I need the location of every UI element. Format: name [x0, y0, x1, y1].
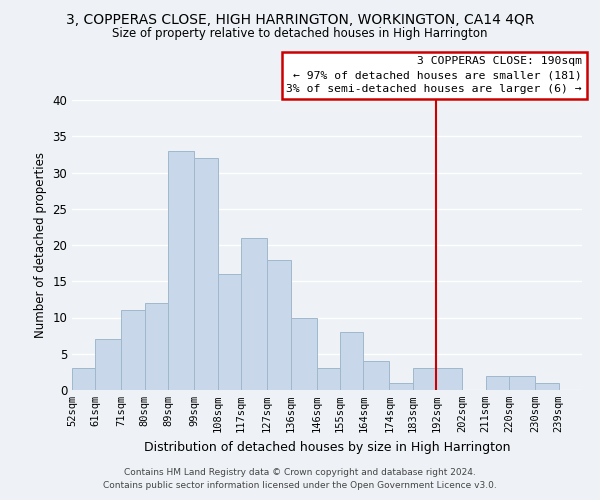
Bar — [486, 376, 509, 390]
Bar — [218, 274, 241, 390]
Bar — [340, 332, 364, 390]
Bar — [145, 303, 168, 390]
Bar — [317, 368, 340, 390]
X-axis label: Distribution of detached houses by size in High Harrington: Distribution of detached houses by size … — [144, 440, 510, 454]
Bar — [95, 339, 121, 390]
Bar — [413, 368, 436, 390]
Bar — [168, 151, 194, 390]
Bar — [389, 383, 413, 390]
Bar — [72, 368, 95, 390]
Bar — [509, 376, 535, 390]
Text: Size of property relative to detached houses in High Harrington: Size of property relative to detached ho… — [112, 28, 488, 40]
Text: 3, COPPERAS CLOSE, HIGH HARRINGTON, WORKINGTON, CA14 4QR: 3, COPPERAS CLOSE, HIGH HARRINGTON, WORK… — [66, 12, 534, 26]
Bar — [290, 318, 317, 390]
Bar — [194, 158, 218, 390]
Text: Contains HM Land Registry data © Crown copyright and database right 2024.
Contai: Contains HM Land Registry data © Crown c… — [103, 468, 497, 490]
Bar — [241, 238, 267, 390]
Bar — [267, 260, 290, 390]
Bar — [121, 310, 145, 390]
Bar — [535, 383, 559, 390]
Y-axis label: Number of detached properties: Number of detached properties — [34, 152, 47, 338]
Bar — [364, 361, 389, 390]
Bar — [436, 368, 463, 390]
Text: 3 COPPERAS CLOSE: 190sqm
← 97% of detached houses are smaller (181)
3% of semi-d: 3 COPPERAS CLOSE: 190sqm ← 97% of detach… — [286, 56, 582, 94]
